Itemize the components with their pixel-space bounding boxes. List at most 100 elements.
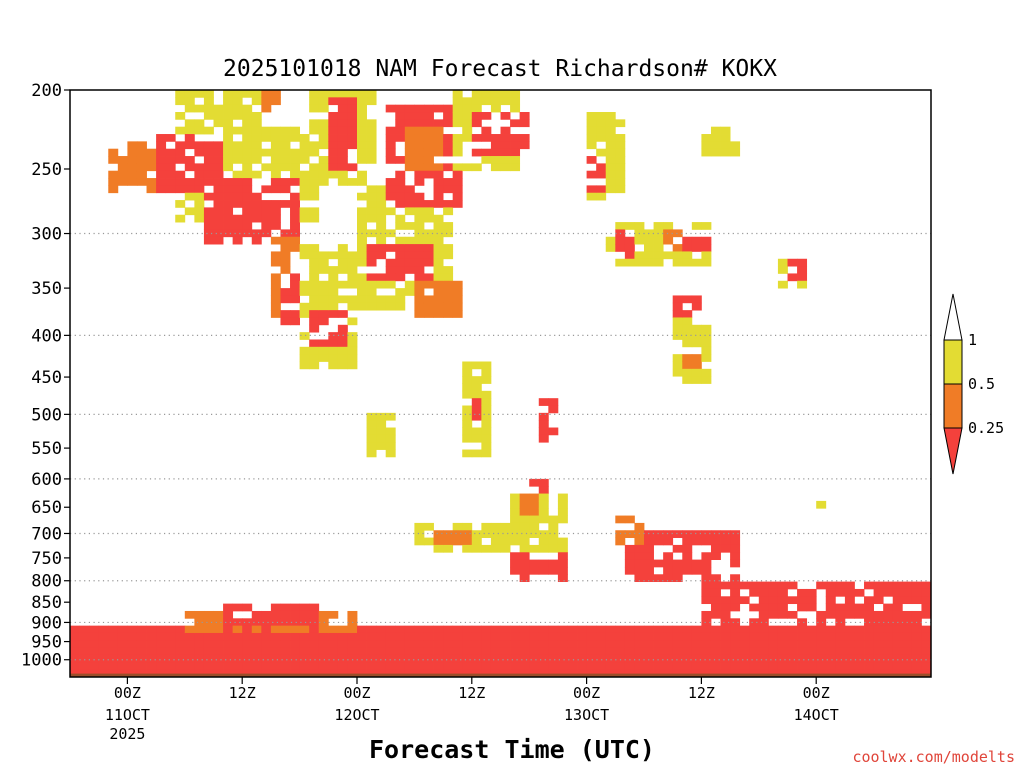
- ri-0.25-0.5-cell: [108, 178, 119, 186]
- ri-0.5-1-cell: [318, 354, 329, 362]
- ri-lt-0.25-cell: [146, 632, 157, 641]
- ri-0.5-1-cell: [223, 141, 234, 150]
- ri-0.5-1-cell: [586, 119, 597, 128]
- ri-lt-0.25-cell: [309, 324, 320, 333]
- ri-0.25-0.5-cell: [423, 134, 434, 142]
- ri-lt-0.25-cell: [739, 647, 750, 656]
- ri-lt-0.25-cell: [557, 654, 568, 663]
- ri-lt-0.25-cell: [634, 559, 645, 568]
- ri-lt-0.25-cell: [892, 669, 903, 678]
- ri-0.25-0.5-cell: [443, 530, 454, 538]
- ri-0.5-1-cell: [471, 361, 482, 370]
- ri-lt-0.25-cell: [414, 662, 425, 671]
- ri-lt-0.25-cell: [710, 581, 721, 590]
- ri-0.5-1-cell: [672, 324, 683, 333]
- ri-lt-0.25-cell: [825, 588, 836, 597]
- ri-0.5-1-cell: [682, 376, 693, 384]
- ri-lt-0.25-cell: [108, 640, 119, 649]
- ri-lt-0.25-cell: [395, 126, 406, 135]
- ri-0.5-1-cell: [653, 236, 664, 245]
- ri-0.25-0.5-cell: [452, 530, 463, 538]
- ri-lt-0.25-cell: [902, 581, 913, 590]
- ri-lt-0.25-cell: [672, 669, 683, 678]
- ri-lt-0.25-cell: [213, 200, 224, 208]
- ri-lt-0.25-cell: [117, 640, 128, 649]
- ri-lt-0.25-cell: [194, 141, 205, 150]
- ri-0.5-1-cell: [337, 170, 348, 179]
- ri-lt-0.25-cell: [538, 486, 549, 494]
- ri-0.25-0.5-cell: [261, 104, 272, 113]
- ri-lt-0.25-cell: [290, 654, 300, 663]
- ri-0.5-1-cell: [357, 141, 367, 150]
- ri-0.5-1-cell: [299, 251, 310, 260]
- ri-0.5-1-cell: [481, 412, 492, 421]
- ri-0.25-0.5-cell: [127, 148, 138, 157]
- ri-lt-0.25-cell: [701, 574, 712, 583]
- ri-0.5-1-cell: [290, 126, 300, 135]
- ri-lt-0.25-cell: [911, 654, 922, 663]
- ri-lt-0.25-cell: [720, 530, 731, 538]
- ri-lt-0.25-cell: [376, 244, 387, 252]
- ri-lt-0.25-cell: [328, 647, 339, 656]
- ri-0.5-1-cell: [318, 280, 329, 289]
- ri-0.25-0.5-cell: [318, 610, 329, 619]
- ri-0.5-1-cell: [701, 376, 712, 384]
- ri-lt-0.25-cell: [443, 163, 454, 172]
- ri-lt-0.25-cell: [290, 647, 300, 656]
- ri-lt-0.25-cell: [529, 640, 540, 649]
- ri-0.25-0.5-cell: [433, 288, 444, 296]
- ri-lt-0.25-cell: [749, 625, 760, 634]
- ri-0.5-1-cell: [232, 97, 243, 106]
- ri-lt-0.25-cell: [825, 610, 836, 619]
- ri-lt-0.25-cell: [758, 618, 769, 627]
- ri-lt-0.25-cell: [108, 647, 119, 656]
- ri-0.5-1-cell: [376, 236, 387, 245]
- ri-lt-0.25-cell: [146, 625, 157, 634]
- ri-0.5-1-cell: [471, 390, 482, 399]
- ri-lt-0.25-cell: [337, 332, 348, 340]
- ri-0.5-1-cell: [299, 302, 310, 311]
- ri-lt-0.25-cell: [816, 632, 827, 641]
- ri-0.25-0.5-cell: [663, 236, 674, 245]
- ri-0.5-1-cell: [691, 332, 702, 340]
- ri-lt-0.25-cell: [921, 647, 932, 656]
- ri-lt-0.25-cell: [175, 156, 186, 164]
- ri-lt-0.25-cell: [223, 178, 234, 186]
- ri-lt-0.25-cell: [223, 603, 234, 612]
- ri-lt-0.25-cell: [318, 339, 329, 348]
- ri-0.5-1-cell: [471, 90, 482, 98]
- ri-lt-0.25-cell: [701, 662, 712, 671]
- ri-0.5-1-cell: [414, 522, 425, 531]
- ri-lt-0.25-cell: [691, 662, 702, 671]
- ri-lt-0.25-cell: [203, 214, 214, 223]
- credit-text[interactable]: coolwx.com/modelts: [852, 748, 1015, 766]
- ri-0.25-0.5-cell: [280, 625, 291, 634]
- ri-lt-0.25-cell: [395, 119, 406, 128]
- ri-0.25-0.5-cell: [423, 148, 434, 157]
- ri-0.5-1-cell: [443, 244, 454, 252]
- ri-lt-0.25-cell: [892, 581, 903, 590]
- ri-lt-0.25-cell: [672, 654, 683, 663]
- ri-0.5-1-cell: [605, 178, 616, 186]
- ri-lt-0.25-cell: [136, 632, 147, 641]
- ri-lt-0.25-cell: [883, 625, 894, 634]
- ri-lt-0.25-cell: [223, 669, 234, 678]
- ri-0.5-1-cell: [510, 163, 521, 172]
- ri-lt-0.25-cell: [797, 273, 808, 282]
- y-tick-label: 550: [31, 439, 62, 459]
- ri-0.5-1-cell: [251, 134, 262, 142]
- ri-0.5-1-cell: [223, 134, 234, 142]
- ri-lt-0.25-cell: [318, 310, 329, 318]
- ri-lt-0.25-cell: [691, 632, 702, 641]
- ri-lt-0.25-cell: [471, 640, 482, 649]
- ri-lt-0.25-cell: [261, 654, 272, 663]
- ri-lt-0.25-cell: [758, 603, 769, 612]
- ri-lt-0.25-cell: [739, 669, 750, 678]
- ri-lt-0.25-cell: [835, 632, 846, 641]
- ri-lt-0.25-cell: [577, 669, 587, 678]
- ri-lt-0.25-cell: [184, 654, 195, 663]
- ri-lt-0.25-cell: [462, 640, 473, 649]
- ri-lt-0.25-cell: [892, 625, 903, 634]
- ri-0.5-1-cell: [462, 383, 473, 392]
- ri-0.5-1-cell: [175, 214, 186, 223]
